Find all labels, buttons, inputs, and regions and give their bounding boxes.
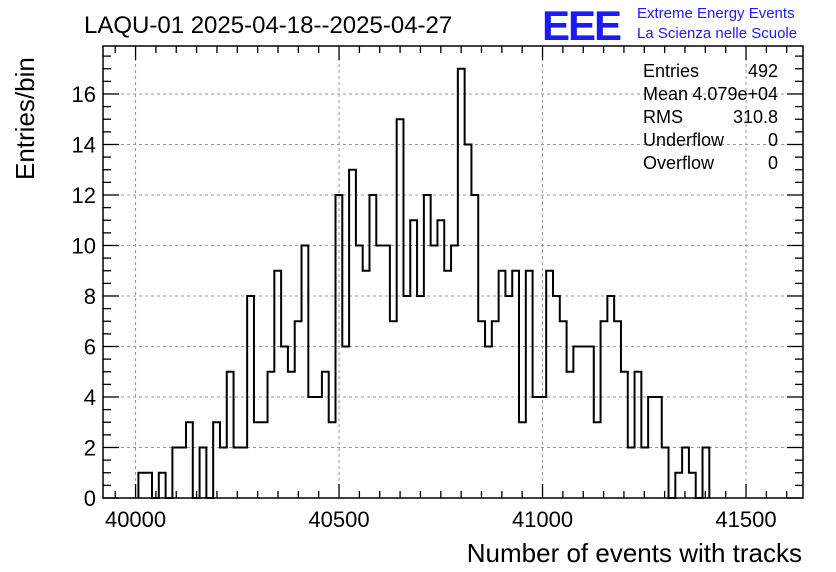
y-axis-label: Entries/bin	[10, 57, 40, 180]
stats-label: Underflow	[643, 130, 725, 150]
x-tick-label: 41500	[715, 507, 776, 532]
stats-box: Entries 492 Mean 4.079e+04 RMS 310.8 Underflow…	[643, 61, 778, 173]
x-tick-label: 40000	[105, 507, 166, 532]
brand-logo-text: EEE	[542, 2, 621, 49]
brand-line-2: La Scienza nelle Scuole	[637, 25, 797, 42]
stats-value: 4.079e+04	[692, 84, 778, 104]
stats-value: 0	[768, 153, 778, 173]
y-tick-label: 2	[84, 435, 96, 460]
y-tick-label: 0	[84, 486, 96, 511]
y-tick-label: 16	[72, 82, 96, 107]
x-tick-label: 41000	[512, 507, 573, 532]
stats-label: Entries	[643, 61, 699, 81]
stats-value: 492	[748, 61, 778, 81]
y-tick-label: 6	[84, 334, 96, 359]
y-tick-label: 4	[84, 385, 96, 410]
histogram-outline	[137, 67, 711, 499]
brand-line-1: Extreme Energy Events	[637, 5, 795, 22]
stats-label: Mean	[643, 84, 688, 104]
brand-logo: EEE Extreme Energy Events La Scienza nel…	[542, 2, 797, 49]
y-tick-label: 10	[72, 233, 96, 258]
x-tick-label: 40500	[308, 507, 369, 532]
y-tick-label: 14	[72, 132, 96, 157]
x-axis-ticks: 40000 40500 41000 41500	[105, 46, 788, 532]
stats-label: RMS	[643, 107, 683, 127]
stats-label: Overflow	[643, 153, 715, 173]
y-tick-label: 12	[72, 183, 96, 208]
y-tick-label: 8	[84, 284, 96, 309]
chart-title: LAQU-01 2025-04-18--2025-04-27	[84, 12, 452, 39]
plot-frame	[102, 45, 804, 499]
y-axis-ticks: 0 2 4 6 8 10 12 14 16	[72, 55, 803, 511]
stats-value: 0	[768, 130, 778, 150]
x-axis-label: Number of events with tracks	[467, 538, 802, 568]
stats-value: 310.8	[733, 107, 778, 127]
